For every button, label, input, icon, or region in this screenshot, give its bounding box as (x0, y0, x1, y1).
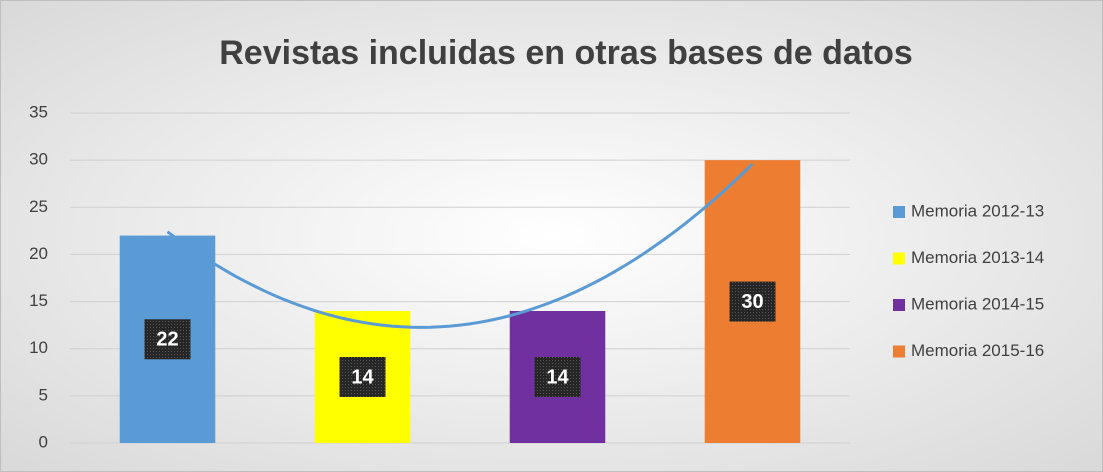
legend-label: Memoria 2015-16 (911, 341, 1044, 360)
data-label: 14 (546, 366, 569, 388)
y-tick-label: 30 (29, 150, 48, 169)
legend-swatch (893, 299, 905, 311)
legend-label: Memoria 2014-15 (911, 294, 1044, 313)
data-label-box (144, 319, 191, 360)
chart-title: Revistas incluidas en otras bases de dat… (219, 34, 913, 72)
data-label-box (729, 281, 776, 322)
legend-swatch (893, 206, 905, 218)
data-label: 22 (156, 329, 178, 351)
y-tick-label: 5 (39, 385, 48, 404)
legend-label: Memoria 2012-13 (911, 201, 1044, 220)
legend-label: Memoria 2013-14 (911, 248, 1044, 267)
trendline (166, 162, 754, 329)
legend-swatch (893, 345, 905, 358)
y-tick-label: 0 (39, 432, 48, 451)
y-tick-label: 20 (29, 244, 48, 263)
y-tick-label: 10 (29, 338, 48, 357)
data-label-box (339, 357, 386, 397)
data-label: 14 (351, 366, 374, 388)
data-label-box (534, 357, 581, 397)
y-tick-label: 15 (29, 291, 48, 310)
y-tick-label: 35 (29, 102, 48, 121)
data-label: 30 (741, 291, 763, 313)
y-tick-label: 25 (29, 197, 48, 216)
legend-swatch (893, 252, 905, 265)
